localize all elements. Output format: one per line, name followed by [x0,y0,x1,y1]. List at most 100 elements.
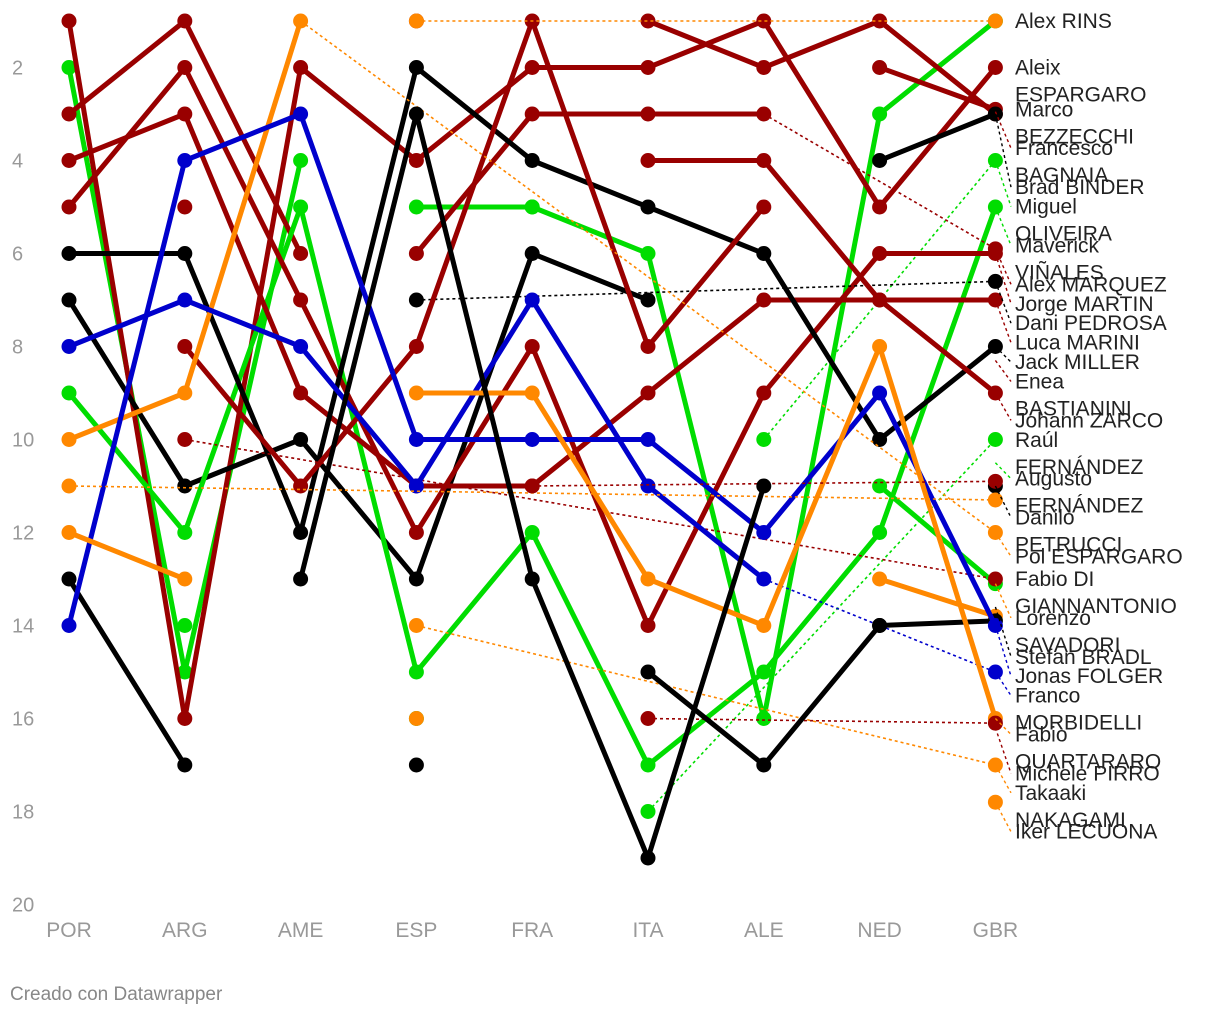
series [177,432,1003,587]
series-point [524,339,540,354]
series-label-text: BEZZECCHI [1015,125,1134,148]
series-point [640,804,656,819]
series-point [293,60,309,75]
series-label-text: BAGNAIA [1015,164,1108,187]
series [524,473,1003,494]
series [61,60,1003,633]
x-tick-label: ESP [395,919,437,942]
series-point [756,199,772,215]
series-line-segment [66,111,188,163]
series-point [640,478,656,494]
series-line-segment [877,111,998,163]
series-label-text: Miguel [1015,196,1077,219]
series-point [987,492,1003,508]
series [61,13,1003,540]
label-leader [994,392,1012,421]
series-point [872,525,888,540]
series-point [177,246,193,261]
series-label-text: Alex MARQUEZ [1015,273,1167,296]
series-point [640,664,656,680]
series-point [640,246,656,261]
series-line-segment [877,344,998,721]
series-point [293,153,309,168]
series-point [61,60,77,75]
x-axis: POR ARG AME ESP FRA ITA ALE NED GBR [46,919,1018,942]
series-line-segment [877,618,998,628]
series-point [293,246,309,261]
series-label-text: MORBIDELLI [1015,712,1142,735]
series-point [293,385,309,401]
label-layer: Alex RINSAleixESPARGAROMarcoBEZZECCHIFra… [994,10,1183,844]
series-point [177,199,193,215]
series-point [177,478,193,494]
series-point [640,618,656,633]
series-label-text: Raúl [1015,429,1058,452]
label-leader [994,113,1012,188]
series-connector [763,113,996,250]
series-line-segment [529,18,651,349]
y-tick-label: 10 [12,430,34,452]
series-line-segment [761,18,883,70]
series-line-segment [645,483,767,582]
series-point [177,664,193,680]
series-label-text: Pol ESPARGARO [1015,545,1183,568]
series [61,339,1003,726]
series-label-text: Dani PEDROSA [1015,312,1167,335]
series-label-text: Luca MARINI [1015,332,1140,355]
series-point [408,153,424,168]
series-point [61,106,77,122]
series-point [408,664,424,680]
series-line-segment [877,297,998,396]
series-point [756,153,772,168]
series-point [177,60,193,75]
series-line-segment [877,390,998,628]
series-line-segment [529,530,651,768]
series-line-segment [877,344,998,442]
series-line-segment [413,18,535,349]
series-point [640,432,656,447]
series-label-text: FERNÁNDEZ [1015,495,1144,518]
series-line-segment [645,390,767,628]
series-label-text: Iker LECUONA [1015,821,1157,844]
series-point [872,385,888,401]
series-point [61,385,77,401]
series-point [640,13,656,29]
series-label-text: Brad BINDER [1015,176,1145,199]
series-line-segment [877,204,998,535]
label-leader [994,253,1012,304]
series-point [872,432,888,447]
series-label: Francesco BAGNAIA [994,111,1113,187]
series-point [408,757,424,773]
series-point [408,60,424,75]
series-label-text: Augusto [1015,468,1092,491]
series-point [293,478,309,494]
series-point [177,13,193,29]
series-label-text: Francesco [1015,137,1113,160]
series [640,711,1003,731]
series-point [408,711,424,726]
series-point [524,292,540,308]
y-tick-label: 8 [12,337,23,359]
series [408,106,1003,261]
series-point [872,106,888,122]
series-line-segment [182,251,304,535]
series-label-text: Jorge MARTIN [1015,293,1153,316]
series-label-text: Danilo [1015,507,1075,530]
series-line-segment [66,576,188,768]
series-point [640,850,656,866]
label-leader [994,206,1012,246]
series-line-segment [182,111,304,396]
series-point [293,339,309,354]
series-label-text: GIANNANTONIO [1015,595,1177,618]
label-leader [994,718,1012,736]
series-point [756,60,772,75]
series-point [524,199,540,215]
series-line-segment [529,297,651,489]
series-label: Fabio QUARTARARO [994,718,1161,774]
series-line-segment [761,251,883,396]
series-point [756,664,772,680]
series-point [987,13,1003,29]
series-line-segment [298,65,419,535]
x-tick-label: FRA [511,919,553,942]
series-point [987,60,1003,75]
